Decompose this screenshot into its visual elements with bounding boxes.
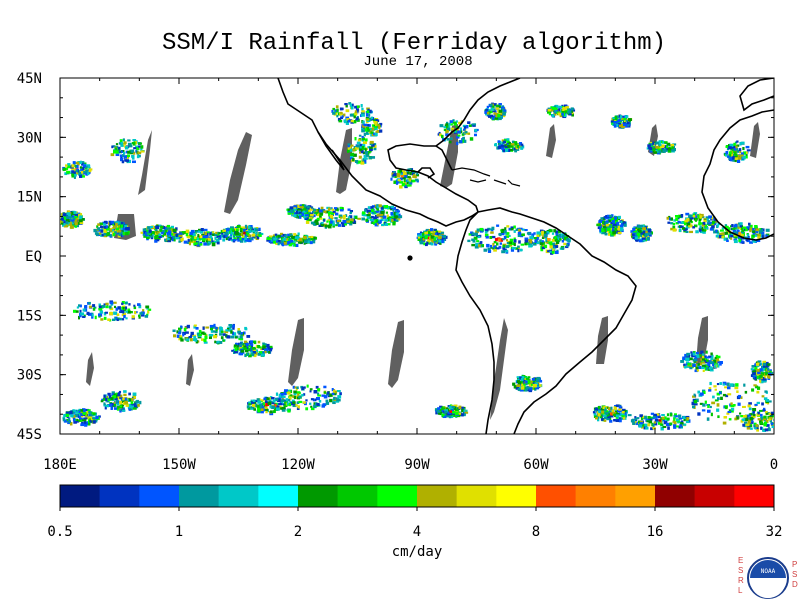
lon-label: 30W xyxy=(642,457,668,473)
lon-label: 150W xyxy=(162,457,196,473)
colorbar-swatch xyxy=(218,485,259,507)
map-content xyxy=(60,78,774,434)
lat-label: 45N xyxy=(17,71,42,87)
lat-label: 45S xyxy=(17,427,42,443)
colorbar-swatch xyxy=(496,485,537,507)
colorbar-swatch xyxy=(694,485,735,507)
colorbar-swatch xyxy=(337,485,378,507)
colorbar-swatch xyxy=(615,485,656,507)
colorbar-tick-label: 32 xyxy=(766,524,783,540)
lon-label: 60W xyxy=(523,457,549,473)
logo-letter: E xyxy=(738,556,744,565)
colorbar-swatch xyxy=(298,485,338,507)
logo-letter: P xyxy=(792,560,798,569)
noaa-esrl-psd-logo: E S R L NOAA P S D xyxy=(734,556,800,600)
lat-label: 15N xyxy=(17,190,42,206)
colorbar-tick-label: 4 xyxy=(413,524,421,540)
colorbar-swatch xyxy=(258,485,299,507)
colorbar-unit-label: cm/day xyxy=(392,544,443,560)
map-date: June 17, 2008 xyxy=(363,54,473,70)
colorbar-swatch xyxy=(456,485,497,507)
logo-letter: R xyxy=(738,576,744,585)
lon-label: 180E xyxy=(43,457,77,473)
logo-letter: D xyxy=(792,580,798,589)
colorbar-tick-label: 16 xyxy=(647,524,664,540)
logo-letter: L xyxy=(738,586,743,595)
colorbar-swatch xyxy=(139,485,180,507)
colorbar-swatch xyxy=(417,485,457,507)
colorbar-swatch xyxy=(536,485,576,507)
map-frame xyxy=(59,77,775,435)
colorbar-swatch xyxy=(179,485,219,507)
colorbar-tick-labels: 0.5 1 2 4 8 16 32 xyxy=(47,507,782,540)
lat-label: 30N xyxy=(17,130,42,146)
colorbar-swatch xyxy=(734,485,775,507)
colorbar xyxy=(59,484,775,508)
lat-label: 15S xyxy=(17,308,42,324)
coastlines xyxy=(277,78,774,434)
colorbar-tick-label: 0.5 xyxy=(47,524,72,540)
colorbar-swatch xyxy=(575,485,616,507)
noaa-emblem-icon: NOAA xyxy=(747,557,789,599)
lon-label: 90W xyxy=(404,457,430,473)
rainfall-patches xyxy=(60,102,774,432)
colorbar-tick-label: 1 xyxy=(175,524,183,540)
colorbar-tick-label: 8 xyxy=(532,524,540,540)
lat-label: 30S xyxy=(17,368,42,384)
lon-label: 0 xyxy=(770,457,778,473)
longitude-labels: 180E 150W 120W 90W 60W 30W 0 xyxy=(43,457,778,473)
latitude-labels: 45N 30N 15N EQ 15S 30S 45S xyxy=(17,71,42,443)
caribbean-islands xyxy=(407,167,521,261)
colorbar-swatch xyxy=(655,485,695,507)
lat-label: EQ xyxy=(25,249,42,265)
colorbar-swatch xyxy=(60,485,100,507)
logo-letter: S xyxy=(792,570,798,579)
colorbar-tick-label: 2 xyxy=(294,524,302,540)
lon-label: 120W xyxy=(281,457,315,473)
map-title: SSM/I Rainfall (Ferriday algorithm) xyxy=(161,30,667,57)
colorbar-swatch xyxy=(377,485,418,507)
logo-letter: S xyxy=(738,566,744,575)
axis-ticks xyxy=(59,77,775,435)
colorbar-swatch xyxy=(99,485,140,507)
